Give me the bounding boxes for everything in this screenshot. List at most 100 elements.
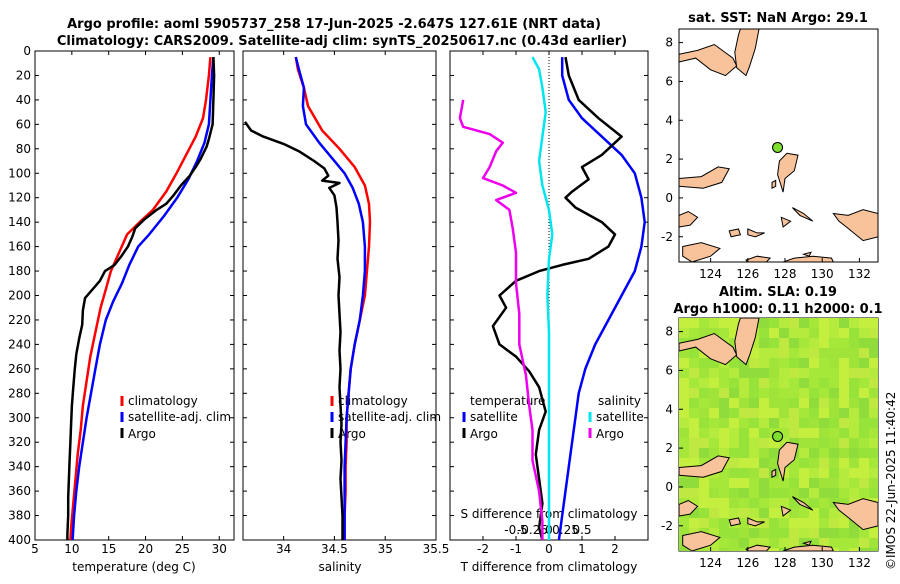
sla-cell	[849, 458, 859, 468]
x-tick-label: 35.5	[423, 542, 450, 556]
sla-cell	[869, 378, 878, 388]
sla-cell	[829, 548, 839, 551]
sla-cell	[719, 408, 729, 418]
sla-cell	[689, 398, 699, 408]
x-tick-label: -1	[510, 542, 522, 556]
sla-cell	[769, 348, 779, 358]
sla-cell	[689, 428, 699, 438]
land-polygon	[782, 544, 834, 551]
sla-cell	[819, 408, 829, 418]
legend-sal-satellite-label: satellite	[596, 410, 644, 424]
x-tick-label: 20	[138, 542, 153, 556]
sla-cell	[839, 378, 849, 388]
map-lat-label: -2	[661, 230, 673, 244]
sla-cell	[809, 468, 819, 478]
sla-cell	[679, 368, 689, 378]
sla-cell	[829, 338, 839, 348]
sla-cell	[739, 418, 749, 428]
map-lat-label: 6	[665, 363, 673, 377]
sla-cell	[839, 458, 849, 468]
sla-cell	[789, 318, 799, 328]
sla-cell	[739, 408, 749, 418]
sla-cell	[869, 328, 878, 338]
sla-cell	[849, 478, 859, 488]
sla-cell	[709, 358, 719, 368]
sla-cell	[789, 538, 799, 548]
sla-cell	[779, 538, 789, 548]
salinity-xlabel: salinity	[318, 560, 361, 574]
sla-cell	[819, 318, 829, 328]
sla-cell	[839, 338, 849, 348]
sla-cell	[809, 498, 819, 508]
land-polygon	[679, 210, 699, 228]
sla-cell	[799, 518, 809, 528]
sla-cell	[769, 338, 779, 348]
sla-cell	[739, 518, 749, 528]
sla-cell	[729, 478, 739, 488]
sla-cell	[749, 388, 759, 398]
x-tick-label: 30	[212, 542, 227, 556]
sla-cell	[679, 528, 689, 538]
sla-cell	[769, 488, 779, 498]
sla-cell	[759, 358, 769, 368]
sla-cell	[769, 538, 779, 548]
land-polygon	[679, 499, 699, 517]
sla-cell	[679, 418, 689, 428]
sla-cell	[789, 388, 799, 398]
sla-cell	[789, 438, 799, 448]
sla-cell	[679, 448, 689, 458]
sla-cell	[759, 338, 769, 348]
sla-cell	[819, 488, 829, 498]
sla-cell	[869, 438, 878, 448]
depth-tick-label: 0	[23, 44, 31, 58]
sla-cell	[699, 368, 709, 378]
sla-cell	[779, 358, 789, 368]
sla-cell	[869, 428, 878, 438]
sla-cell	[699, 508, 709, 518]
sla-cell	[829, 388, 839, 398]
sla-cell	[689, 518, 699, 528]
land-polygon	[679, 455, 730, 478]
sla-cell	[719, 368, 729, 378]
sla-cell	[789, 518, 799, 528]
sla-cell	[679, 438, 689, 448]
sla-cell	[739, 528, 749, 538]
sla-cell	[789, 418, 799, 428]
sla-cell	[699, 358, 709, 368]
sla-cell	[859, 388, 869, 398]
sla-cell	[739, 538, 749, 548]
sla-cell	[749, 438, 759, 448]
sla-cell	[689, 368, 699, 378]
sla-cell	[739, 368, 749, 378]
sla-cell	[799, 478, 809, 488]
land-polygon	[734, 318, 760, 366]
sla-cell	[739, 428, 749, 438]
sla-cell	[729, 378, 739, 388]
sla-cell	[729, 418, 739, 428]
sla-cell	[799, 338, 809, 348]
sla-cell	[689, 318, 699, 328]
sla-cell	[769, 528, 779, 538]
depth-tick-label: 160	[8, 240, 31, 254]
land-polygon	[792, 496, 814, 511]
sla-cell	[789, 478, 799, 488]
sla-cell	[809, 388, 819, 398]
land-polygon	[747, 228, 765, 238]
legend-satellite-label: satellite-adj. clim	[338, 410, 441, 424]
s-diff-tick-label: 0.5	[572, 523, 591, 537]
sla-cell	[689, 348, 699, 358]
sla-cell	[749, 528, 759, 538]
sla-cell	[769, 458, 779, 468]
x-tick-label: 1	[578, 542, 586, 556]
sla-cell	[819, 458, 829, 468]
sla-cell	[849, 388, 859, 398]
sla-cell	[859, 398, 869, 408]
sla-cell	[729, 388, 739, 398]
sla-cell	[849, 348, 859, 358]
sla-cell	[749, 408, 759, 418]
sla-cell	[849, 448, 859, 458]
sla-cell	[709, 318, 719, 328]
sla-cell	[679, 348, 689, 358]
sla-cell	[749, 538, 759, 548]
figure-title-line1: Argo profile: aoml 5905737_258 17-Jun-20…	[67, 17, 601, 32]
